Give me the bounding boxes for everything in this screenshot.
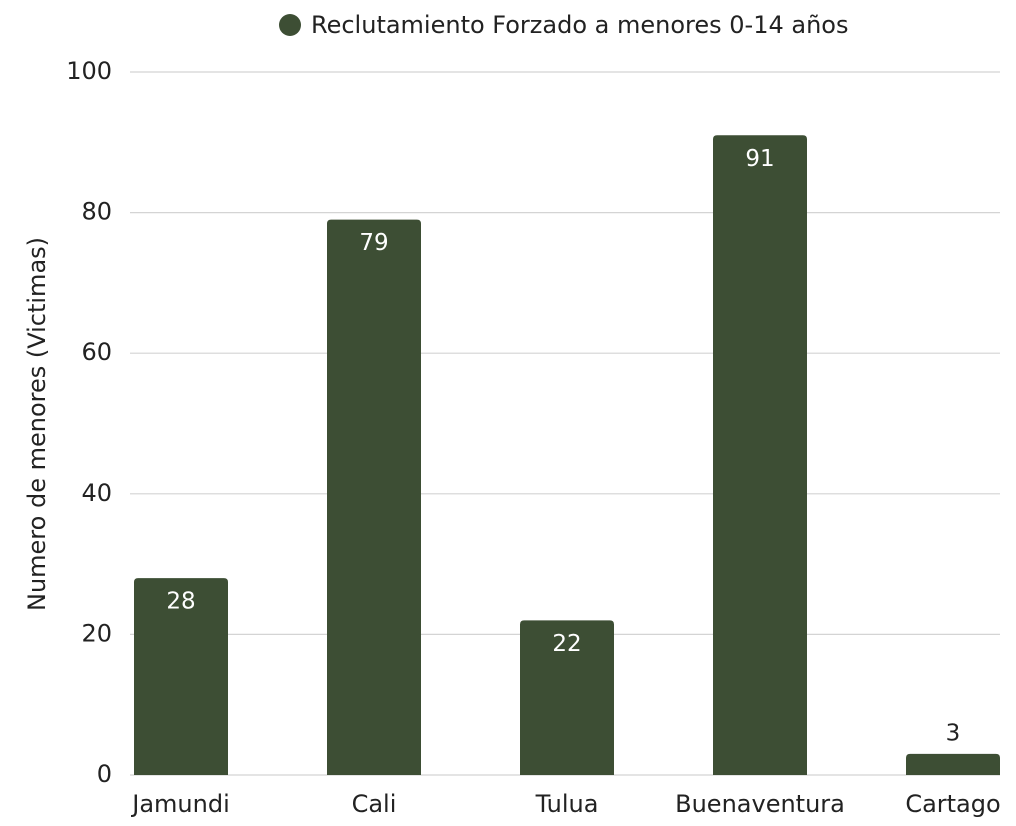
- x-tick-label: Cartago: [905, 790, 1000, 818]
- bar: [906, 753, 1000, 775]
- legend-marker: [279, 14, 301, 36]
- y-tick-label: 0: [97, 760, 112, 788]
- value-label: 3: [946, 720, 961, 746]
- value-label: 22: [552, 631, 581, 657]
- x-tick-label: Jamundi: [130, 790, 230, 818]
- y-tick-label: 100: [66, 57, 112, 85]
- x-tick-label: Buenaventura: [675, 790, 845, 818]
- x-tick-label: Tulua: [535, 790, 599, 818]
- y-tick-label: 40: [81, 479, 112, 507]
- bar: [520, 620, 614, 775]
- bar: [134, 578, 228, 775]
- value-label: 28: [166, 589, 195, 615]
- y-axis-label: Numero de menores (Victimas): [23, 237, 51, 611]
- x-tick-label: Cali: [352, 790, 397, 818]
- bar: [327, 219, 421, 775]
- value-label: 79: [359, 230, 388, 256]
- y-tick-label: 20: [81, 619, 112, 647]
- value-label: 91: [745, 146, 774, 172]
- legend-label: Reclutamiento Forzado a menores 0-14 año…: [311, 11, 848, 39]
- y-tick-label: 80: [81, 198, 112, 226]
- y-tick-label: 60: [81, 338, 112, 366]
- bar: [713, 135, 807, 775]
